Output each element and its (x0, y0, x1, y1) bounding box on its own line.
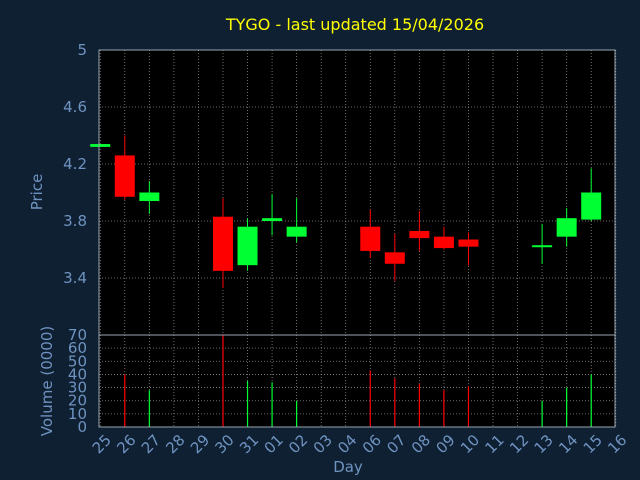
x-tick-label: 14 (555, 431, 581, 457)
x-tick-label: 15 (580, 431, 606, 457)
volume-plot-border (98, 334, 616, 428)
x-tick-label: 07 (383, 431, 409, 457)
volume-tick-label: 10 (68, 405, 87, 423)
x-tick-label: 03 (310, 431, 336, 457)
candle-body (139, 192, 160, 202)
x-tick-label: 13 (531, 431, 557, 457)
x-tick-label: 30 (212, 431, 238, 457)
candle-body (581, 192, 602, 220)
volume-tick-label: 40 (68, 365, 87, 383)
x-tick-label: 12 (506, 431, 532, 457)
x-axis-label: Day (333, 458, 363, 476)
x-tick-label: 08 (408, 431, 434, 457)
price-tick-label: 5 (77, 41, 87, 59)
candle-body (532, 245, 553, 248)
candle-body (360, 226, 381, 251)
volume-tick-label: 0 (77, 418, 87, 436)
candle-body (114, 155, 135, 197)
x-tick-label: 31 (236, 431, 262, 457)
candle-body (90, 144, 111, 147)
price-tick-label: 4.2 (63, 155, 87, 173)
x-tick-label: 06 (359, 431, 385, 457)
candle-body (212, 216, 233, 271)
x-tick-label: 09 (432, 431, 458, 457)
x-tick-label: 01 (261, 431, 287, 457)
volume-tick-label: 30 (68, 379, 87, 397)
candle-body (384, 252, 405, 264)
price-plot-area (99, 50, 615, 335)
volume-tick-label: 60 (68, 339, 87, 357)
volume-plot-area (99, 335, 615, 427)
candle-body (286, 226, 307, 237)
chart-title: TYGO - last updated 15/04/2026 (225, 15, 484, 34)
price-axis-label: Price (28, 174, 46, 211)
volume-tick-label: 20 (68, 392, 87, 410)
x-tick-label: 27 (138, 431, 164, 457)
price-tick-label: 4.6 (63, 98, 87, 116)
candles (90, 135, 602, 288)
x-tick-label: 16 (604, 431, 630, 457)
x-tick-label: 29 (187, 431, 213, 457)
x-tick-label: 04 (334, 431, 360, 457)
volume-tick-label: 50 (68, 352, 87, 370)
candle-body (458, 239, 479, 247)
x-tick-label: 25 (89, 431, 115, 457)
candle-body (262, 218, 283, 221)
x-tick-label: 11 (482, 431, 508, 457)
x-tick-label: 02 (285, 431, 311, 457)
volume-tick-label: 70 (68, 326, 87, 344)
volume-axis-label: Volume (0000) (38, 326, 56, 436)
price-tick-label: 3.4 (63, 269, 87, 287)
x-tick-label: 26 (113, 431, 139, 457)
candle-body (556, 218, 577, 237)
x-tick-label: 10 (457, 431, 483, 457)
x-tick-label: 28 (162, 431, 188, 457)
candle-body (237, 226, 258, 266)
candle-body (409, 230, 430, 239)
candle-body (433, 236, 454, 249)
volume-bars (124, 335, 592, 427)
price-tick-label: 3.8 (63, 212, 87, 230)
